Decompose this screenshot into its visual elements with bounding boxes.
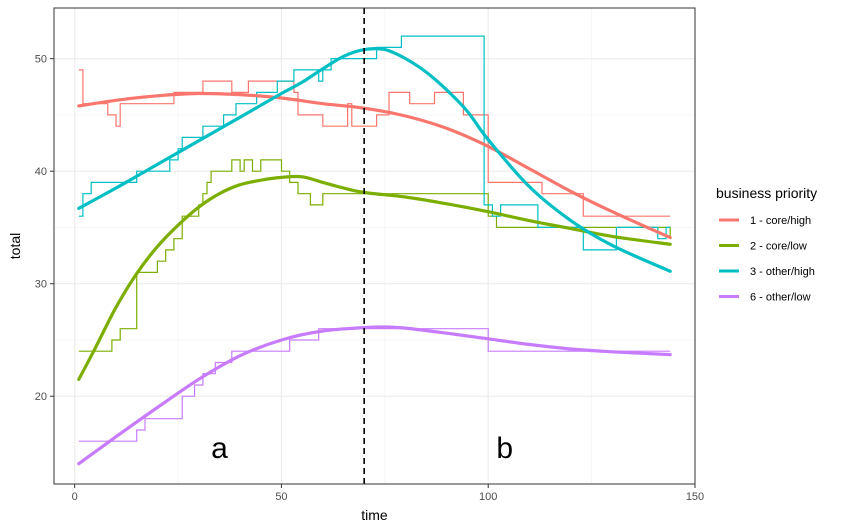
legend: business priority 1 - core/high 2 - core/… <box>716 185 817 304</box>
y-tick-label: 20 <box>35 391 47 403</box>
x-tick-label: 100 <box>479 491 497 503</box>
smooth-line-series-3 <box>77 47 672 273</box>
legend-label-3: 3 - other/high <box>750 266 815 278</box>
annotation-b: b <box>496 432 513 465</box>
legend-label-4: 6 - other/low <box>750 292 811 304</box>
legend-label-1: 1 - core/high <box>750 215 811 227</box>
grid-minor <box>54 8 695 484</box>
y-tick-label: 30 <box>35 279 47 291</box>
y-axis-ticks: 20 30 40 50 <box>35 54 54 403</box>
x-tick-label: 150 <box>686 491 704 503</box>
x-axis-label: time <box>361 507 388 523</box>
smooth-line-series-4 <box>77 325 672 466</box>
y-tick-label: 40 <box>35 166 47 178</box>
smooth-line-series-2 <box>77 174 672 381</box>
step-line-series-1 <box>78 69 671 217</box>
smooth-lines <box>77 47 672 466</box>
x-tick-label: 0 <box>72 491 78 503</box>
legend-title: business priority <box>716 185 817 201</box>
step-line-series-2 <box>78 159 671 352</box>
y-tick-label: 50 <box>35 54 47 66</box>
x-axis-ticks: 0 50 100 150 <box>72 484 704 503</box>
panel-border <box>53 7 696 485</box>
x-tick-label: 50 <box>275 491 287 503</box>
y-axis-label: total <box>7 233 23 259</box>
legend-label-2: 2 - core/low <box>750 241 807 253</box>
annotation-a: a <box>211 432 228 465</box>
